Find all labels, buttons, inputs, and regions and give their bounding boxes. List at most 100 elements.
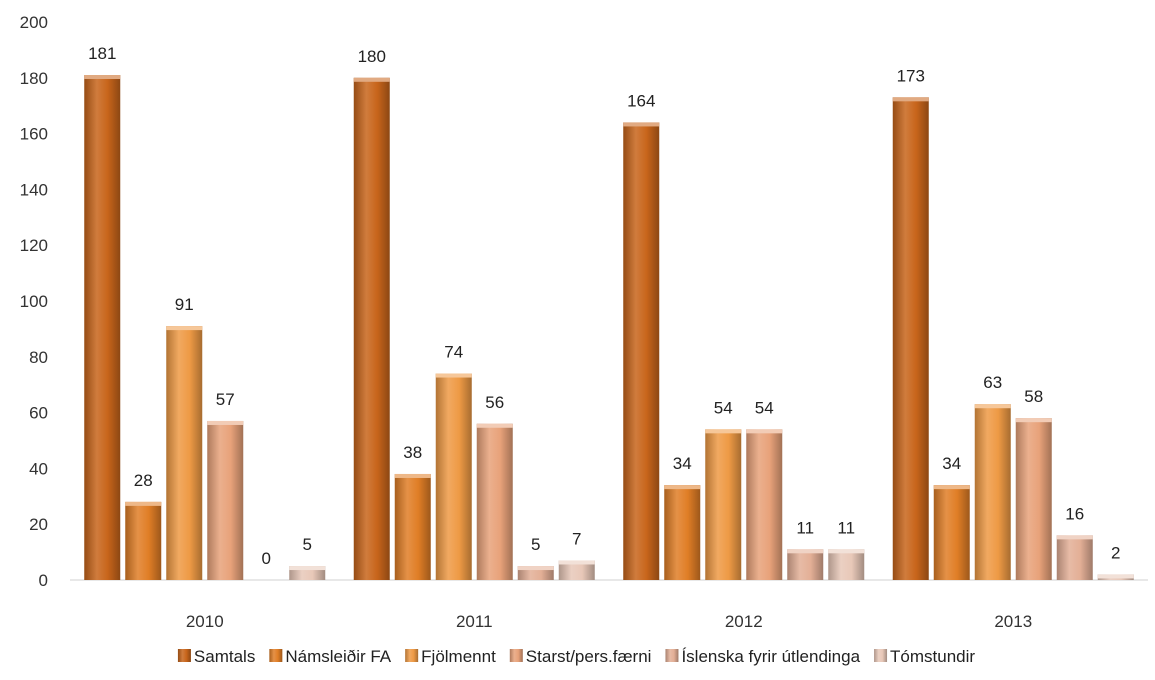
bar [558, 560, 595, 580]
legend-swatch [405, 649, 419, 662]
bar-cap [207, 420, 244, 425]
bar-cap [974, 404, 1011, 409]
data-label: 54 [755, 398, 774, 417]
bar [125, 501, 162, 580]
y-tick-label: 80 [29, 348, 48, 367]
bar [435, 373, 472, 580]
data-label: 16 [1065, 504, 1084, 523]
bar-cap [558, 560, 595, 565]
bar-cap [746, 429, 783, 434]
data-label: 2 [1111, 543, 1120, 562]
data-label: 164 [627, 91, 655, 110]
data-label: 38 [403, 443, 422, 462]
bar [1056, 535, 1093, 580]
legend-swatch [874, 649, 888, 662]
bar-cap [664, 485, 701, 490]
bar [623, 122, 660, 580]
legend-item: Tómstundir [874, 647, 975, 666]
data-label: 34 [673, 454, 692, 473]
bar-cap [1097, 574, 1134, 579]
legend-label: Samtals [194, 647, 255, 666]
y-tick-label: 180 [20, 69, 48, 88]
legend-swatch [269, 649, 283, 662]
bar-cap [125, 501, 162, 506]
legend-item: Fjölmennt [405, 647, 496, 666]
legend-item: Samtals [177, 647, 255, 666]
bar [787, 549, 824, 580]
x-tick-label: 2011 [456, 612, 493, 631]
bar [828, 549, 865, 580]
data-label: 173 [897, 66, 925, 85]
data-label: 181 [88, 44, 116, 63]
bar [746, 429, 783, 580]
bar [974, 404, 1011, 580]
y-tick-label: 100 [20, 292, 48, 311]
bar-cap [517, 566, 554, 571]
y-tick-label: 200 [20, 13, 48, 32]
legend-swatch [177, 649, 191, 662]
y-tick-label: 60 [29, 404, 48, 423]
bar [705, 429, 742, 580]
bar [84, 75, 121, 580]
bar-cap [787, 549, 824, 554]
legend-swatch [509, 649, 523, 662]
y-tick-label: 40 [29, 459, 48, 478]
legend-item: Starst/pers.færni [509, 647, 652, 666]
data-label: 11 [837, 518, 855, 537]
y-tick-label: 0 [39, 571, 48, 590]
bar [207, 420, 244, 580]
data-label: 74 [444, 343, 463, 362]
legend-item: Námsleiðir FA [269, 647, 392, 666]
bar-cap [705, 429, 742, 434]
bar-cap [623, 122, 660, 127]
bar-cap [394, 473, 431, 478]
bar [476, 423, 513, 580]
data-label: 63 [983, 373, 1002, 392]
data-label: 0 [262, 549, 271, 568]
legend-swatch [665, 649, 679, 662]
data-label: 28 [134, 471, 153, 490]
bar-cap [166, 326, 203, 331]
legend-label: Fjölmennt [421, 647, 496, 666]
data-label: 58 [1024, 387, 1043, 406]
legend-label: Tómstundir [890, 647, 975, 666]
bar-cap [828, 549, 865, 554]
bar [892, 97, 929, 580]
data-label: 180 [358, 47, 386, 66]
y-tick-label: 160 [20, 125, 48, 144]
bar-cap [435, 373, 472, 378]
data-label: 57 [216, 390, 235, 409]
bars [84, 75, 1134, 581]
y-tick-label: 20 [29, 515, 48, 534]
legend-item: Íslenska fyrir útlendinga [665, 647, 861, 666]
data-label: 54 [714, 398, 733, 417]
legend-label: Íslenska fyrir útlendinga [681, 647, 860, 666]
legend-label: Starst/pers.færni [526, 647, 652, 666]
y-tick-label: 140 [20, 180, 48, 199]
bar-cap [1015, 418, 1052, 423]
bar-cap [892, 97, 929, 102]
bar-cap [476, 423, 513, 428]
bar [353, 77, 390, 581]
data-label: 11 [796, 518, 814, 537]
x-tick-label: 2010 [186, 612, 224, 631]
x-axis: 2010 2011 2012 2013 [186, 612, 1032, 631]
data-label: 7 [572, 529, 581, 548]
y-tick-label: 120 [20, 236, 48, 255]
bar-cap [289, 566, 326, 571]
bar-cap [933, 485, 970, 490]
x-tick-label: 2013 [994, 612, 1032, 631]
legend: Samtals Námsleiðir FA Fjölmennt Starst/pers… [177, 647, 975, 666]
bar [1015, 418, 1052, 580]
bar-cap [1056, 535, 1093, 540]
data-label: 34 [942, 454, 961, 473]
bar-cap [84, 75, 121, 80]
bar [394, 473, 431, 580]
data-label: 5 [531, 535, 540, 554]
bar [166, 326, 203, 580]
data-label: 91 [175, 295, 194, 314]
